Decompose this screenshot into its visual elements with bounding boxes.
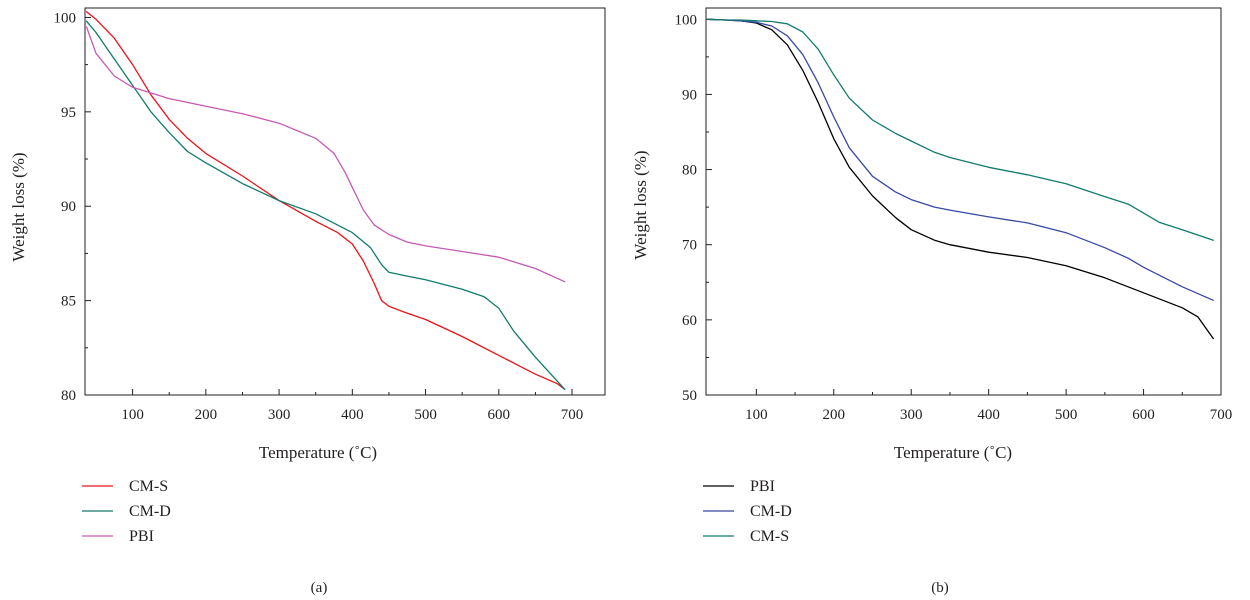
- series-lines-a: [85, 11, 566, 390]
- series-line-cm-s: [85, 11, 566, 390]
- y-tick-label: 80: [682, 163, 697, 179]
- x-tick-label: 600: [488, 407, 511, 423]
- x-tick-label: 600: [1132, 407, 1155, 423]
- x-tick-label: 100: [745, 407, 768, 423]
- x-tick-label: 100: [121, 407, 144, 423]
- panel-label-a: (a): [311, 580, 328, 596]
- legend-label-cm-d: CM-D: [750, 503, 792, 520]
- series-line-pbi: [85, 26, 566, 283]
- legend-b: PBI CM-D CM-S: [703, 478, 792, 545]
- legend-label-pbi: PBI: [129, 528, 154, 545]
- series-line-cm-d: [706, 18, 1214, 301]
- legend-label-pbi: PBI: [750, 478, 775, 495]
- y-tick-label: 60: [682, 313, 697, 329]
- legend-label-cm-s: CM-S: [129, 478, 168, 495]
- y-axis-b: 50 60 70 80 90 100: [675, 12, 712, 404]
- y-tick-label: 100: [54, 10, 77, 26]
- x-tick-label: 400: [977, 407, 1000, 423]
- y-axis-a: 80 85 90 95 100: [54, 10, 91, 404]
- y-tick-label: 90: [61, 199, 76, 215]
- series-line-cm-d: [85, 20, 566, 390]
- y-axis-title-a: Weight loss (%): [9, 152, 28, 261]
- y-tick-label: 85: [61, 294, 76, 310]
- y-tick-label: 95: [61, 105, 76, 121]
- x-axis-title-a: Temperature (˚C): [259, 443, 377, 462]
- series-lines-b: [706, 18, 1214, 340]
- series-line-cm-s: [706, 18, 1214, 241]
- panel-label-b: (b): [931, 580, 949, 596]
- y-tick-label: 90: [682, 87, 697, 103]
- y-tick-label: 70: [682, 238, 697, 254]
- x-tick-label: 300: [268, 407, 291, 423]
- x-tick-label: 200: [823, 407, 846, 423]
- x-axis-a: 100 200 300 400 500 600 700: [121, 389, 583, 423]
- chart-panel-a: 100 200 300 400 500 600 700 80 85 90 95 100 Temper…: [9, 7, 606, 596]
- series-line-pbi: [706, 18, 1214, 340]
- x-tick-label: 300: [900, 407, 923, 423]
- x-tick-label: 200: [195, 407, 218, 423]
- legend-a: CM-S CM-D PBI: [82, 478, 171, 545]
- x-tick-label: 500: [1055, 407, 1078, 423]
- y-axis-title-b: Weight loss (%): [631, 150, 650, 259]
- plot-frame-b: [705, 7, 1222, 396]
- y-tick-label: 50: [682, 388, 697, 404]
- plot-frame-a: [84, 7, 606, 396]
- x-tick-label: 400: [341, 407, 364, 423]
- y-tick-label: 80: [61, 388, 76, 404]
- x-tick-label: 700: [1210, 407, 1233, 423]
- legend-label-cm-s: CM-S: [750, 528, 789, 545]
- legend-label-cm-d: CM-D: [129, 503, 171, 520]
- x-tick-label: 700: [561, 407, 584, 423]
- x-tick-label: 500: [414, 407, 437, 423]
- chart-panel-b: 100 200 300 400 500 600 700 50 60 70 80 90 100 Temp…: [631, 7, 1232, 596]
- x-axis-b: 100 200 300 400 500 600 700: [745, 389, 1232, 423]
- x-axis-title-b: Temperature (˚C): [894, 443, 1012, 462]
- y-tick-label: 100: [675, 12, 698, 28]
